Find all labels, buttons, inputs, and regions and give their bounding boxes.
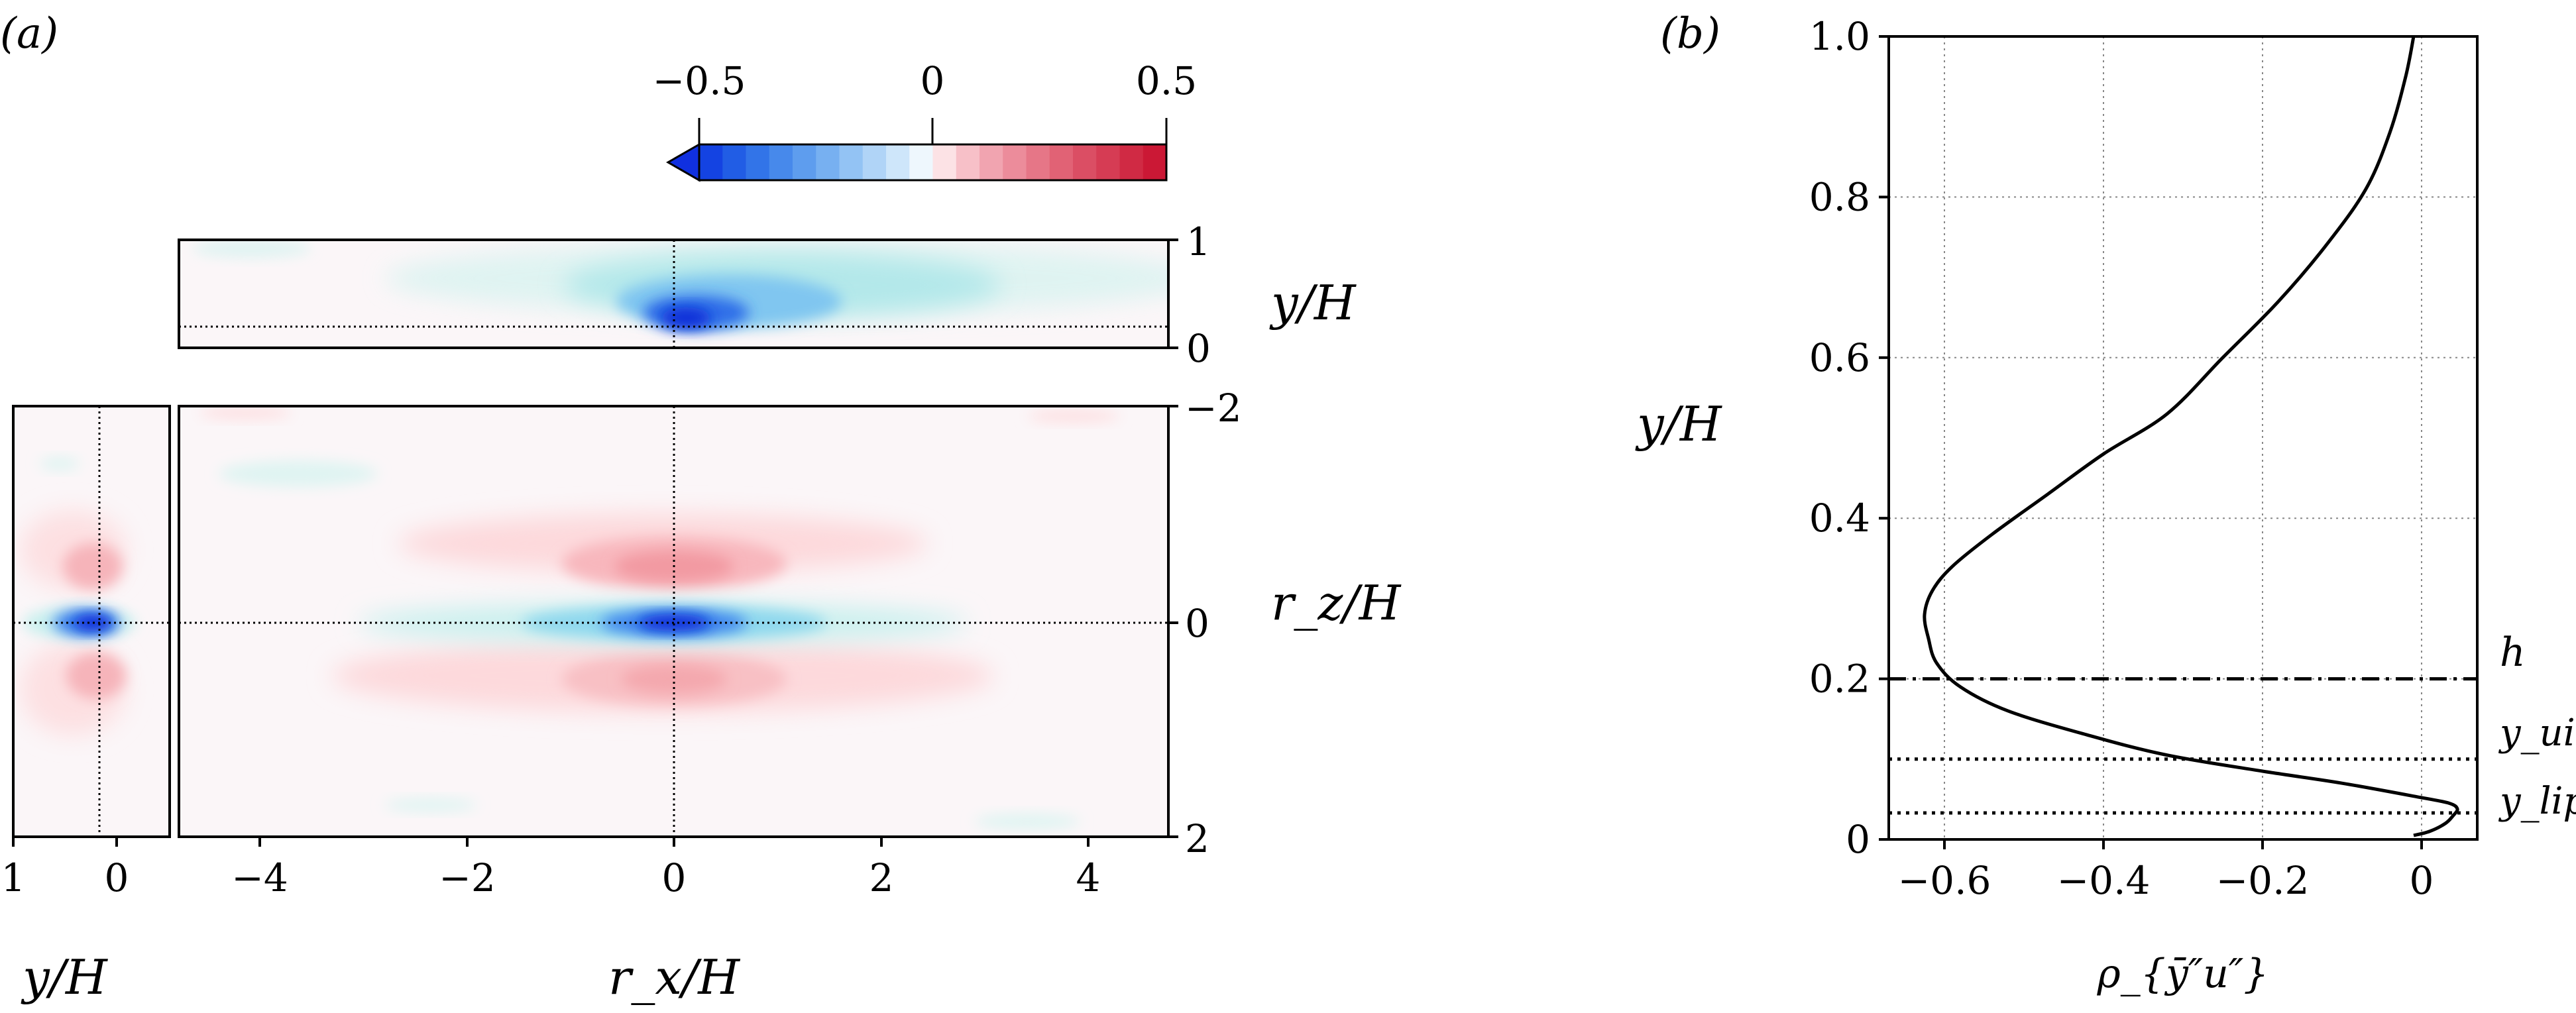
colorbar-bands [698,143,1168,182]
colorbar-band [699,144,723,180]
left-xlabel: y/H [21,949,108,1005]
b-ytick-label: 0.6 [1809,335,1870,380]
top-contours [192,240,1168,330]
b-xtick-label: −0.2 [2216,858,2310,903]
panel-label-b: (b) [1660,9,1720,58]
left-contour-panel: 1 0 y/H [1,405,171,1005]
left-xtick-label: 1 [1,855,26,900]
colorbar-band [839,144,864,180]
colorbar-band [932,144,957,180]
b-xlabel: ρ_{ȳ″u″} [2097,951,2269,997]
main-ytick-label: 2 [1185,816,1209,861]
b-ytick-label: 0.2 [1809,657,1870,702]
colorbar-band [793,144,816,180]
b-label-h: h [2500,629,2526,676]
main-xtick-label: 4 [1076,855,1101,900]
main-xtick-label: 2 [869,855,894,900]
b-gridlines [1889,36,2477,840]
panel-label-a: (a) [0,9,58,58]
b-xtick-label: 0 [2410,858,2434,903]
colorbar-tick-label: 0 [921,58,945,103]
b-label-ylip: y_lip [2498,780,2576,823]
colorbar-band [816,144,840,180]
b-label-yuip: y_uip [2498,712,2576,755]
b-correlation-curve [1923,36,2459,837]
main-xtick-label: −4 [231,855,288,900]
colorbar-band [909,144,933,180]
colorbar-band [862,144,887,180]
top-ytick-label: 1 [1186,219,1211,264]
colorbar-band [1026,144,1050,180]
main-xtick-label: 0 [662,855,687,900]
colorbar-band [769,144,793,180]
top-ylabel: y/H [1269,275,1357,331]
b-ytick-label: 1.0 [1809,14,1870,59]
main-ylabel: r_z/H [1271,575,1402,631]
colorbar-band [1049,144,1074,180]
b-axis-ticks: −0.6 −0.4 −0.2 0 0 0.2 0.4 0.6 0.8 1.0 [1809,14,2434,903]
colorbar-band [956,144,980,180]
colorbar-tick-label: −0.5 [653,58,746,103]
main-ytick-label: −2 [1185,386,1242,431]
colorbar-band [1073,144,1097,180]
b-xtick-label: −0.4 [2057,858,2151,903]
main-ytick-label: 0 [1185,601,1209,646]
colorbar-band [722,144,746,180]
colorbar-band [1096,144,1120,180]
top-contour-panel: 1 0 y/H [178,219,1357,371]
b-ylabel: y/H [1635,396,1722,452]
colorbar-band [1143,144,1167,180]
colorbar-band [746,144,770,180]
main-xlabel: r_x/H [608,949,740,1005]
main-xticks: −4 −2 0 2 4 [231,837,1100,900]
b-hline-labels: h y_uip y_lip [2498,629,2576,823]
top-ytick-label: 0 [1186,326,1211,371]
b-ytick-label: 0 [1846,817,1870,862]
colorbar-band [1003,144,1027,180]
main-xtick-label: −2 [439,855,496,900]
b-xtick-label: −0.6 [1898,858,1991,903]
colorbar-extend-arrow [665,142,700,182]
colorbar-band [1119,144,1144,180]
colorbar-tick-label: 0.5 [1136,58,1197,103]
left-xtick-label: 0 [105,855,129,900]
b-ytick-label: 0.4 [1809,496,1870,541]
b-plot-frame [1887,35,2479,841]
b-ytick-label: 0.8 [1809,174,1870,219]
colorbar: −0.5 0 0.5 [653,58,1197,182]
main-contour-panel: −2 0 2 r_z/H −4 −2 0 2 4 r_x/H [178,386,1402,1005]
colorbar-band [980,144,1003,180]
colorbar-band [886,144,910,180]
